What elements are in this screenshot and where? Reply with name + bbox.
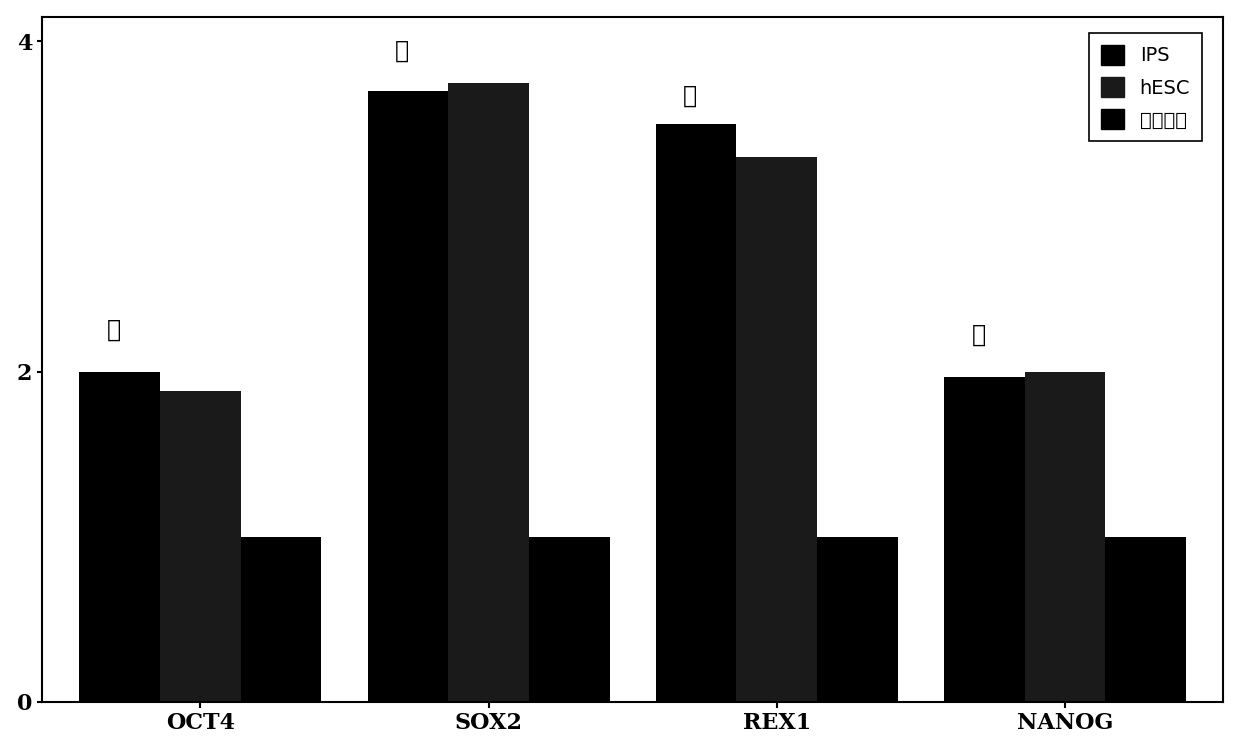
- Text: ※: ※: [683, 84, 697, 107]
- Bar: [79, 372, 160, 702]
- Legend: IPS, hESC, 免疫细胞: IPS, hESC, 免疫细胞: [1089, 33, 1202, 141]
- Bar: [656, 124, 737, 702]
- Text: ※: ※: [396, 40, 409, 63]
- Bar: [448, 83, 529, 702]
- Bar: [367, 91, 448, 702]
- Bar: [241, 537, 321, 702]
- Bar: [1105, 537, 1185, 702]
- Bar: [1024, 372, 1105, 702]
- Bar: [529, 537, 610, 702]
- Bar: [737, 157, 817, 702]
- Text: ※: ※: [107, 319, 122, 342]
- Bar: [944, 377, 1024, 702]
- Bar: [160, 391, 241, 702]
- Bar: [817, 537, 898, 702]
- Text: ※: ※: [971, 324, 986, 347]
